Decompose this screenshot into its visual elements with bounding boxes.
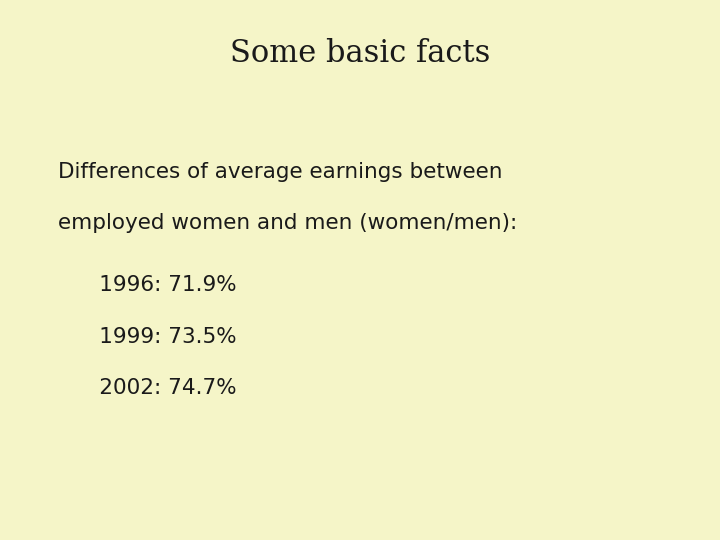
Text: 1996: 71.9%: 1996: 71.9% bbox=[58, 275, 236, 295]
Text: Some basic facts: Some basic facts bbox=[230, 38, 490, 69]
Text: 2002: 74.7%: 2002: 74.7% bbox=[58, 378, 236, 398]
Text: employed women and men (women/men):: employed women and men (women/men): bbox=[58, 213, 517, 233]
Text: 1999: 73.5%: 1999: 73.5% bbox=[58, 327, 236, 347]
Text: Differences of average earnings between: Differences of average earnings between bbox=[58, 162, 502, 182]
